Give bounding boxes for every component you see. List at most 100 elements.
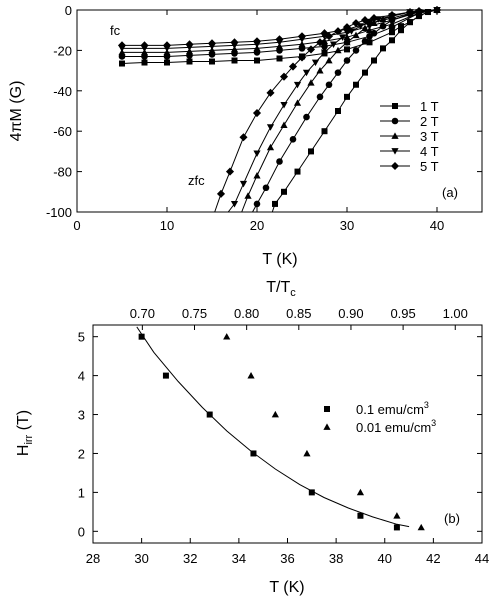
panel-a-axes: 0 10 20 30 40 0 -20 -40 -60 -80 -100 (46, 3, 482, 233)
panel-a-point-zfc-series-3 (316, 67, 324, 74)
panel-b-legend-label-sup: 3 (424, 400, 429, 410)
panel-a-point-zfc-series-1 (321, 128, 328, 135)
panel-a-point-zfc-series-5 (225, 167, 235, 176)
panel-a-point-fc-series-5 (117, 41, 127, 50)
panel-b-legend-label-sup: 3 (431, 418, 436, 428)
panel-b-y-tick-label: 0 (78, 524, 85, 539)
panel-a-point-fc-series-1 (164, 59, 170, 66)
panel-a-point-zfc-series-3 (293, 99, 302, 106)
panel-a-legend-marker (391, 148, 399, 155)
panel-a-point-zfc-series-3 (361, 24, 369, 32)
panel-b-y-tick-label: 3 (78, 408, 85, 423)
panel-a-point-zfc-series-1 (272, 200, 278, 207)
panel-a-point-fc-series-3 (208, 46, 216, 54)
panel-a-point-zfc-series-1 (294, 168, 301, 175)
panel-a-point-zfc-series-5 (360, 16, 370, 25)
panel-b-x-tick-label: 38 (329, 551, 343, 566)
panel-a-point-zfc-series-5 (216, 189, 226, 198)
panel-b-legend-label: 0.01 emu/cm3 (356, 418, 436, 435)
panel-a-point-fc-series-5 (275, 35, 284, 44)
panel-b-point-series-2 (393, 512, 401, 519)
panel-a-point-fc-series-3 (365, 26, 374, 34)
panel-b-series-markers (138, 333, 425, 531)
panel-a-y-tick-label: 0 (65, 3, 72, 18)
panel-a-point-zfc-series-1 (380, 45, 386, 52)
panel-b-point-series-1 (393, 524, 400, 531)
panel-a-y-tick-label: -40 (53, 84, 72, 99)
panel-a-line-zfc-series-1 (271, 9, 482, 213)
panel-b-legend-marker (323, 423, 331, 430)
panel-b-legend-label: 0.1 emu/cm3 (356, 400, 429, 417)
panel-b-x-tick-label: 42 (426, 551, 440, 566)
panel-a-point-zfc-series-5 (315, 38, 325, 47)
panel-a-point-fc-series-2 (321, 43, 328, 50)
panel-a-point-zfc-series-1 (344, 93, 350, 100)
panel-a-point-zfc-series-5 (342, 23, 352, 32)
panel-a-point-zfc-series-1 (407, 19, 413, 26)
panel-a-point-zfc-series-3 (280, 121, 288, 129)
panel-a-point-zfc-series-3 (244, 192, 252, 199)
panel-a-point-zfc-series-1 (425, 9, 431, 16)
panel-a-point-zfc-series-5 (279, 72, 289, 81)
panel-a-annotation-fc: fc (110, 23, 121, 38)
panel-a-point-fc-series-3 (388, 20, 396, 28)
panel-b-top-tick-label: 0.85 (286, 306, 311, 321)
panel-b-top-tick-label: 0.70 (130, 306, 155, 321)
panel-a-legend-marker (392, 103, 398, 109)
panel-a-point-zfc-series-1 (398, 27, 404, 34)
panel-b-point-series-2 (303, 449, 311, 457)
panel-b-ylabel-sub: irr (23, 434, 35, 444)
panel-a-point-fc-series-3 (163, 48, 171, 56)
panel-b-point-series-1 (206, 411, 213, 418)
panel-a-annotation-zfc: zfc (188, 173, 205, 188)
panel-a-point-zfc-series-4 (329, 41, 338, 48)
panel-a-point-fc-series-3 (140, 48, 149, 56)
panel-b-x-tick-label: 40 (378, 551, 392, 566)
panel-a-point-zfc-series-1 (389, 37, 395, 44)
panel-a: 0 10 20 30 40 0 -20 -40 -60 -80 -100 fc zfc 4πM (G… (8, 3, 483, 268)
panel-a-ylabel: 4πM (G) (8, 81, 25, 142)
panel-a-point-zfc-series-1 (362, 69, 368, 76)
panel-a-point-fc-series-1 (366, 39, 373, 46)
panel-a-x-tick-label: 0 (73, 218, 80, 233)
panel-b-point-series-2 (223, 333, 231, 340)
panel-a-point-fc-series-5 (140, 41, 149, 50)
panel-a-point-zfc-series-5 (288, 62, 298, 71)
panel-b-legend-marker (324, 406, 330, 412)
panel-a-point-zfc-series-5 (239, 133, 248, 142)
panel-a-point-fc-series-1 (254, 57, 260, 64)
panel-a-point-fc-series-5 (414, 6, 424, 16)
panel-a-point-zfc-series-1 (281, 188, 287, 195)
panel-b-x-tick-label: 36 (280, 551, 294, 566)
panel-b-top-xlabel: T/Tc (266, 279, 296, 299)
panel-b-x-tick-label: 28 (86, 551, 100, 566)
panel-b-ylabel: Hirr (T) (15, 410, 35, 456)
panel-a-point-zfc-series-2 (343, 57, 351, 64)
panel-a-point-zfc-series-2 (325, 81, 333, 89)
panel-a-x-tick-label: 30 (340, 218, 354, 233)
panel-a-point-fc-series-1 (276, 55, 283, 62)
panel-a-y-tick-label: -80 (53, 165, 72, 180)
panel-a-point-fc-series-5 (185, 40, 194, 49)
panel-a-point-fc-series-5 (252, 37, 262, 46)
panel-a-point-fc-series-1 (209, 58, 215, 65)
panel-a-label: (a) (442, 185, 458, 200)
panel-a-point-zfc-series-4 (311, 59, 320, 67)
panel-a-point-fc-series-1 (231, 57, 238, 64)
panel-b-point-series-1 (162, 372, 169, 379)
panel-a-point-zfc-series-5 (306, 45, 316, 54)
panel-a-point-fc-series-1 (141, 59, 148, 66)
panel-a-point-zfc-series-1 (308, 148, 314, 155)
panel-a-point-zfc-series-4 (293, 81, 302, 89)
panel-b-point-series-2 (417, 523, 425, 531)
panel-a-point-zfc-series-2 (276, 158, 283, 165)
panel-a-point-fc-series-5 (230, 38, 239, 47)
panel-a-point-zfc-series-2 (303, 113, 310, 121)
panel-a-x-tick-label: 10 (160, 218, 174, 233)
panel-a-point-zfc-series-5 (266, 88, 275, 97)
panel-a-point-zfc-series-2 (379, 22, 387, 30)
